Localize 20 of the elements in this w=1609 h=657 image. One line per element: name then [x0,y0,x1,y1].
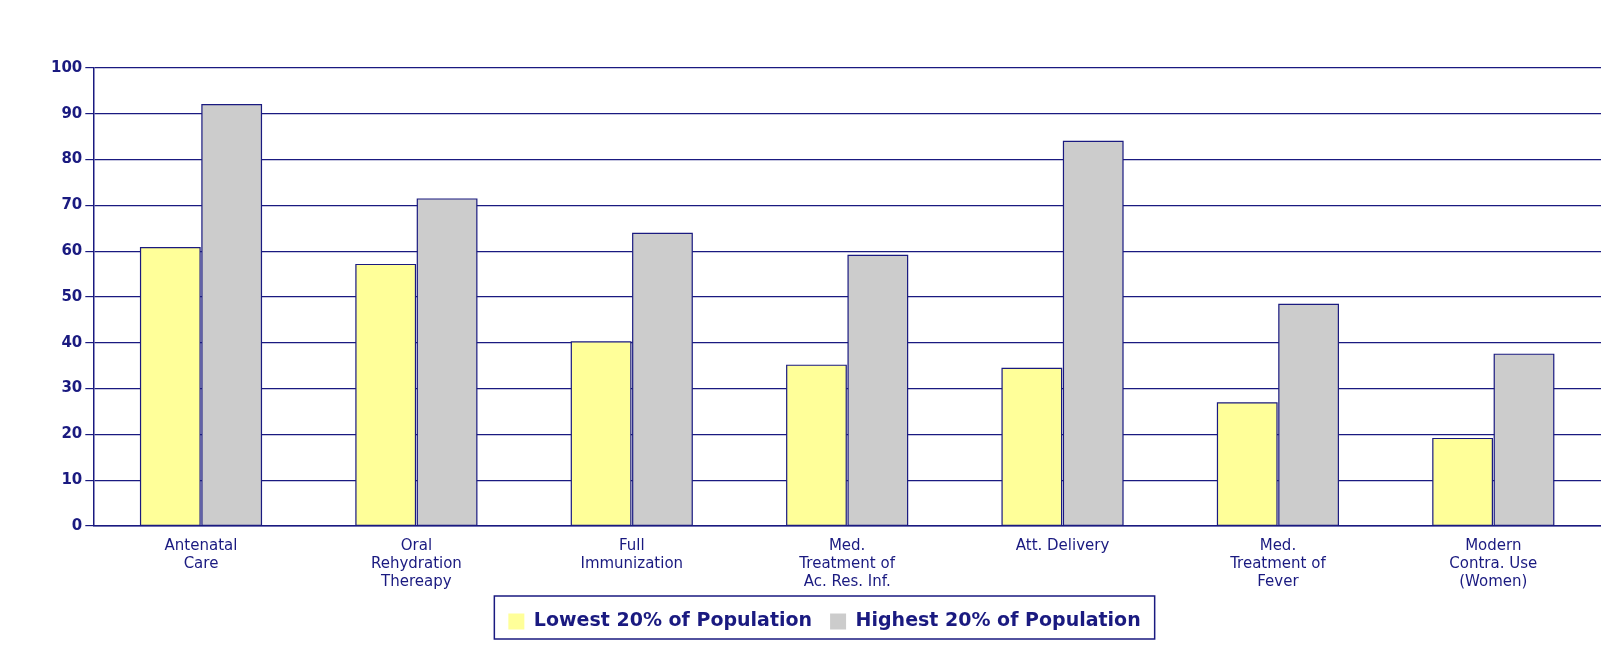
y-tick-label: 40 [61,332,83,351]
legend-label: Lowest 20% of Population [533,608,813,631]
y-tick-label: 100 [51,57,83,76]
legend-label: Highest 20% of Population [855,608,1141,631]
y-tick-label: 90 [61,103,83,122]
y-tick-label: 70 [61,195,83,214]
y-tick-label: 60 [61,241,83,260]
y-tick-label: 80 [61,149,83,168]
x-tick-label: Antenatal Care [164,535,238,572]
x-tick-label: Med. Treatment of Fever [1229,535,1327,590]
y-tick-label: 50 [61,286,83,305]
x-tick-label: Full Immunization [580,535,684,572]
x-tick-label: Att. Delivery [1015,535,1110,554]
y-tick-label: 30 [61,378,83,397]
y-tick-label: 0 [71,515,83,534]
x-tick-label: Oral Rehydration Thereapy [370,535,462,590]
y-tick-label: 20 [61,424,83,443]
x-tick-label: Modern Contra. Use (Women) [1449,535,1538,590]
x-tick-label: Med. Treatment of Ac. Res. Inf. [798,535,896,590]
y-tick-label: 10 [61,470,83,489]
